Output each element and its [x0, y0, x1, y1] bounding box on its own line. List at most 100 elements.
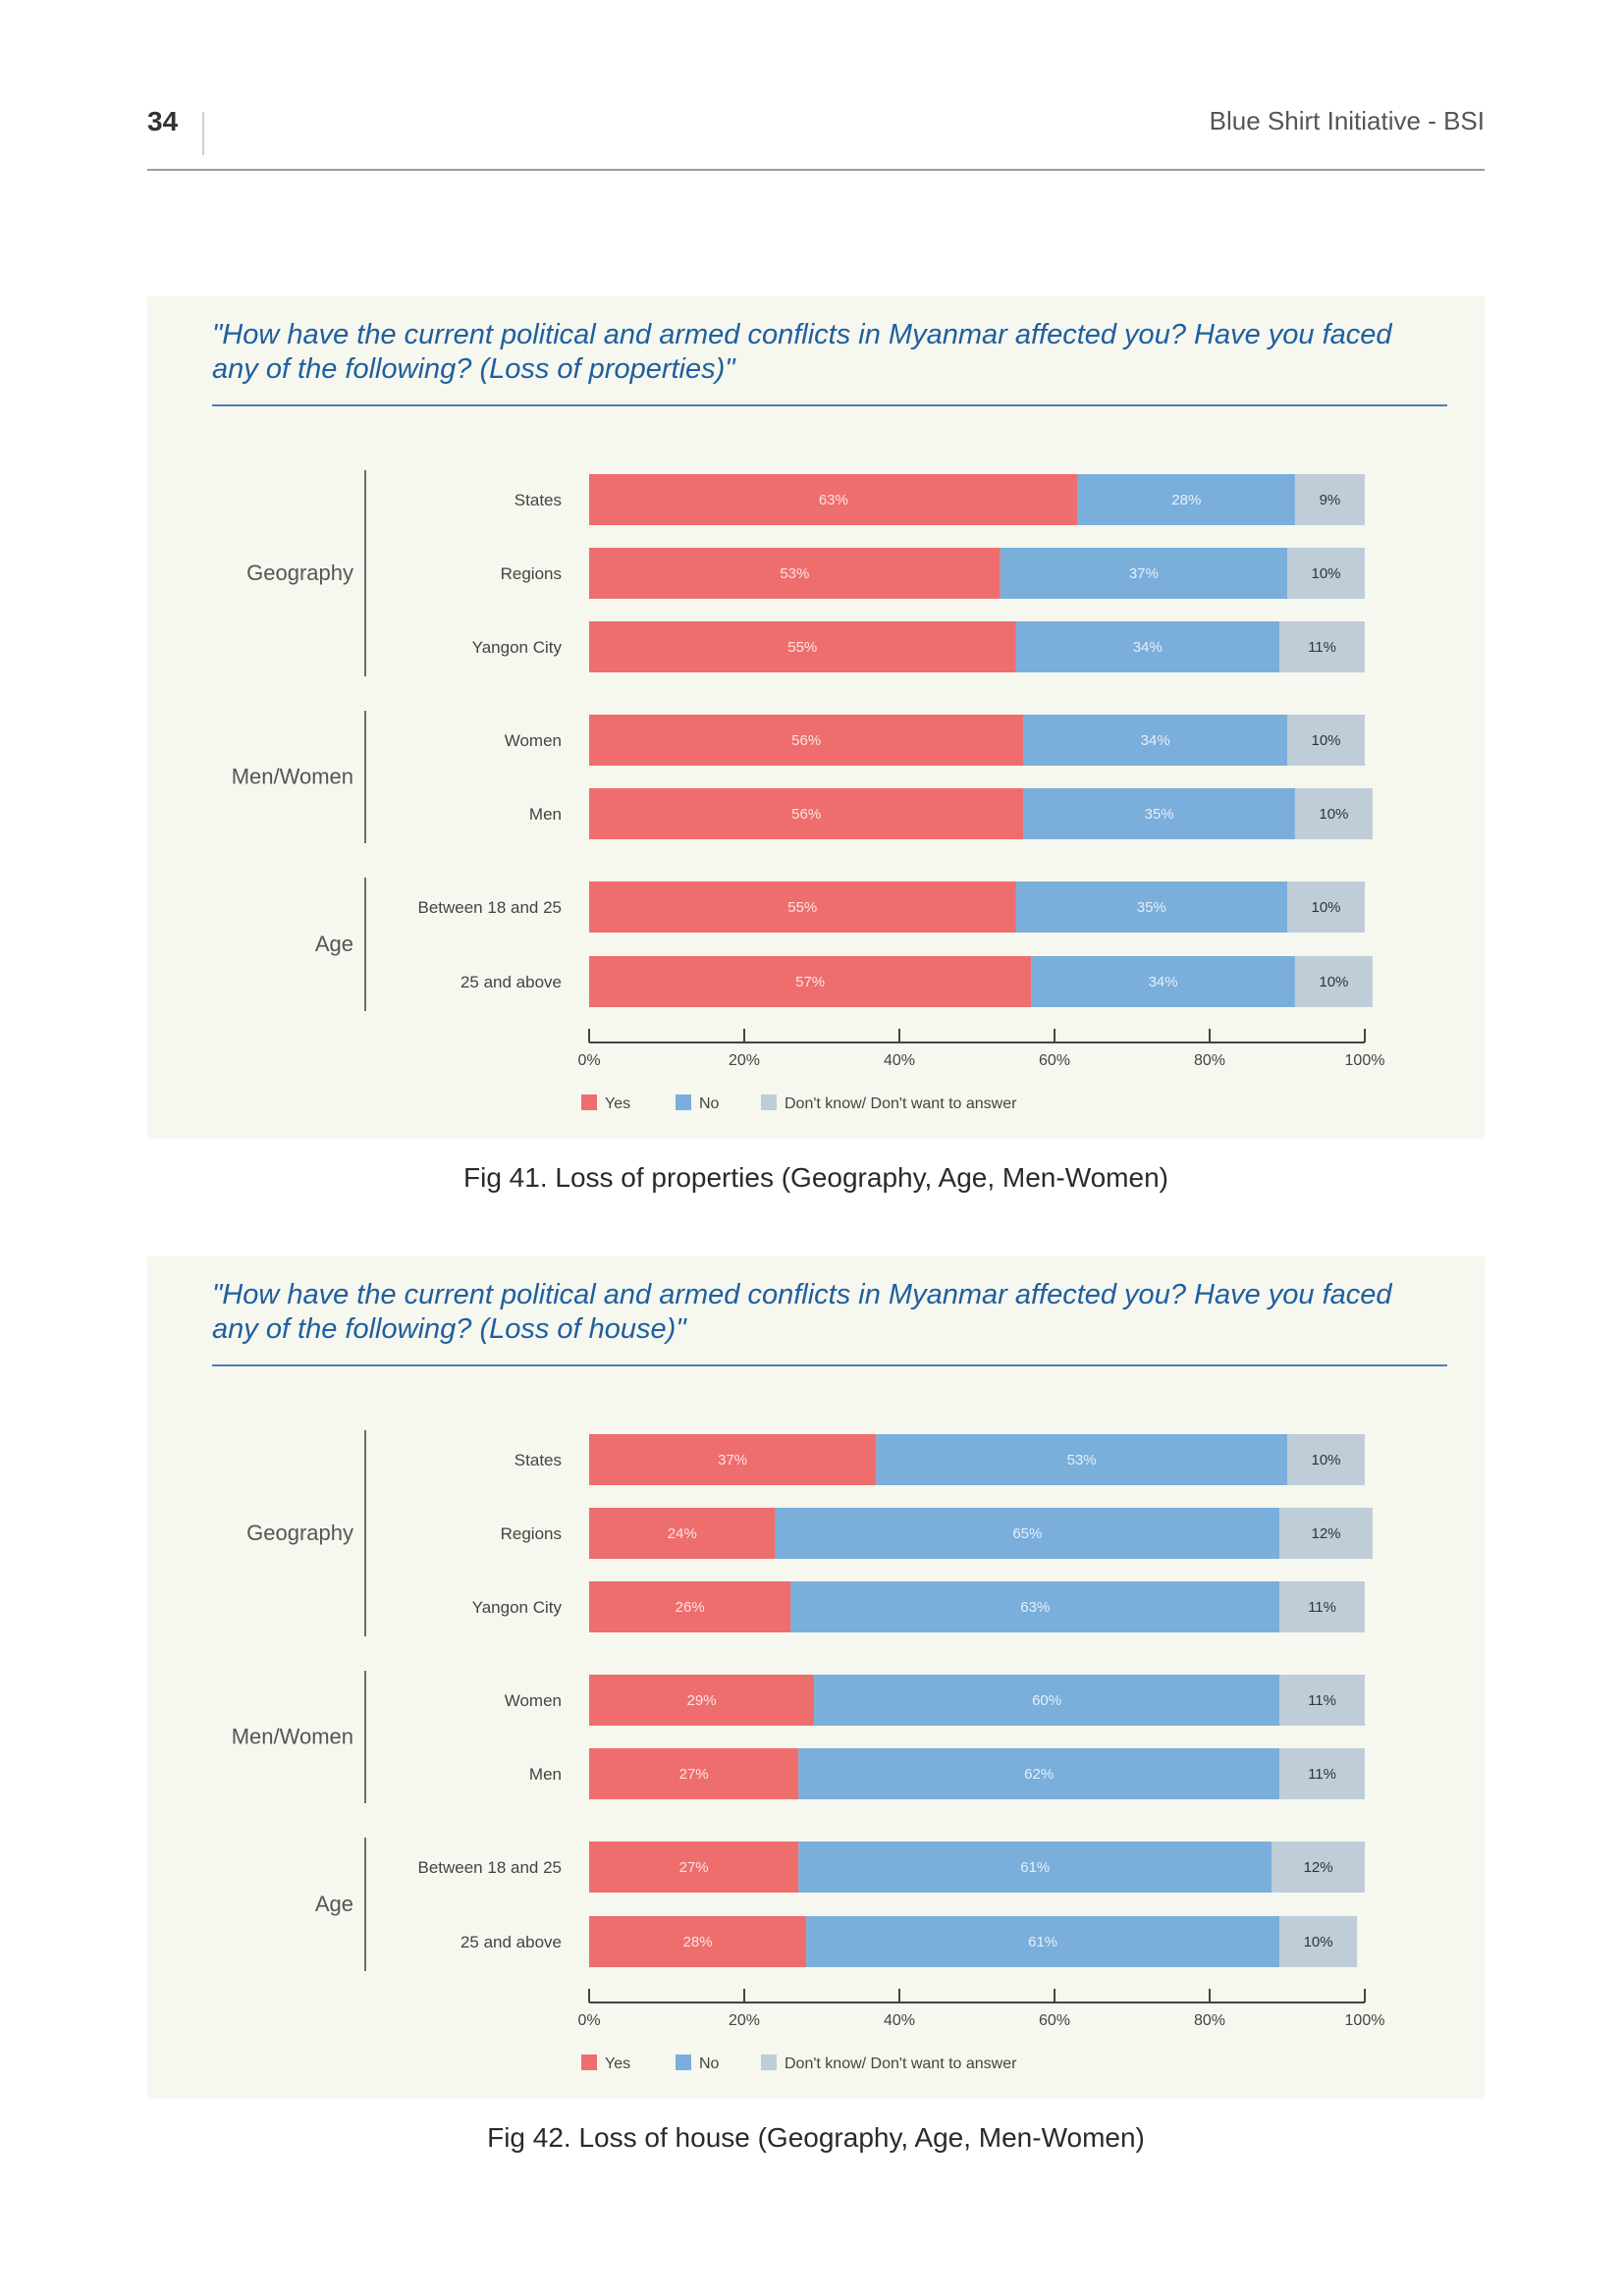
- data-label: 55%: [787, 639, 817, 656]
- category-label: Regions: [501, 1524, 562, 1543]
- x-tick-label: 40%: [884, 2012, 915, 2029]
- bar-segment: [1272, 1842, 1365, 1893]
- x-tick-label: 40%: [884, 1052, 915, 1069]
- bar-segment: [1023, 715, 1287, 766]
- data-label: 34%: [1149, 974, 1178, 990]
- data-label: 34%: [1141, 732, 1170, 749]
- data-label: 10%: [1311, 899, 1340, 916]
- bar-segment: [589, 788, 1024, 839]
- category-label: 25 and above: [460, 1933, 562, 1951]
- data-label: 28%: [1171, 492, 1201, 508]
- page-number-divider: [202, 112, 204, 155]
- legend-swatch: [676, 1095, 691, 1110]
- chart-question: "How have the current political and arme…: [212, 319, 1392, 385]
- bar-segment: [1279, 1916, 1358, 1967]
- figure-caption: Fig 42. Loss of house (Geography, Age, M…: [487, 2122, 1145, 2153]
- bar-segment: [589, 1434, 877, 1485]
- bar-segment: [790, 1581, 1280, 1632]
- bar-segment: [798, 1842, 1272, 1893]
- bar-segment: [1031, 956, 1295, 1007]
- header-rule: [147, 169, 1485, 171]
- legend-label: Don't know/ Don't want to answer: [785, 2056, 1017, 2072]
- question-rule: [212, 1364, 1447, 1366]
- data-label: 10%: [1304, 1934, 1333, 1950]
- bar-segment: [589, 621, 1016, 672]
- data-label: 29%: [687, 1692, 717, 1709]
- chart-panel-loss-of-properties: States 63% 28% 9% Regions 53% 37% 10% Yangon Cit…: [147, 296, 1485, 1139]
- data-label: 34%: [1133, 639, 1163, 656]
- bar-segment: [589, 1748, 799, 1799]
- data-label: 26%: [676, 1599, 705, 1616]
- category-label: Men: [529, 1765, 562, 1784]
- data-label: 63%: [1020, 1599, 1050, 1616]
- x-tick-label: 100%: [1345, 1052, 1385, 1069]
- bar-segment: [1077, 474, 1295, 525]
- bar-segment: [589, 1842, 799, 1893]
- x-tick-label: 0%: [577, 2012, 600, 2029]
- x-tick-label: 0%: [577, 1052, 600, 1069]
- chart-question: "How have the current political and arme…: [212, 1279, 1392, 1345]
- bar-segment: [1287, 548, 1365, 599]
- data-label: 63%: [819, 492, 848, 508]
- data-label: 60%: [1032, 1692, 1061, 1709]
- category-label: Men: [529, 805, 562, 824]
- category-label: Yangon City: [472, 638, 563, 657]
- group-label: Geography: [246, 561, 353, 585]
- data-label: 65%: [1012, 1525, 1042, 1542]
- category-label: States: [514, 1451, 562, 1469]
- category-label: Women: [505, 731, 562, 750]
- bar-segment: [1287, 715, 1365, 766]
- legend-label: Yes: [605, 1095, 630, 1112]
- data-label: 27%: [679, 1859, 709, 1876]
- bar-segment: [589, 715, 1024, 766]
- legend-label: No: [699, 1095, 720, 1112]
- group-label: Age: [315, 1892, 353, 1916]
- group-label: Men/Women: [232, 1725, 353, 1749]
- data-label: 53%: [780, 565, 809, 582]
- bar-segment: [876, 1434, 1287, 1485]
- bar-segment: [814, 1675, 1280, 1726]
- bar-segment: [589, 956, 1032, 1007]
- data-label: 24%: [668, 1525, 697, 1542]
- category-label: Yangon City: [472, 1598, 563, 1617]
- data-label: 10%: [1311, 565, 1340, 582]
- bar-segment: [1015, 881, 1287, 933]
- data-label: 11%: [1308, 639, 1336, 656]
- group-label: Geography: [246, 1521, 353, 1545]
- data-label: 12%: [1304, 1859, 1333, 1876]
- category-label: Regions: [501, 564, 562, 583]
- bar-segment: [775, 1508, 1280, 1559]
- data-label: 55%: [787, 899, 817, 916]
- data-label: 10%: [1319, 806, 1348, 823]
- bar-segment: [1015, 621, 1280, 672]
- data-label: 37%: [718, 1452, 747, 1468]
- x-tick-label: 80%: [1194, 2012, 1225, 2029]
- legend-swatch: [581, 1095, 597, 1110]
- legend-label: No: [699, 2056, 720, 2072]
- data-label: 35%: [1137, 899, 1166, 916]
- data-label: 53%: [1067, 1452, 1097, 1468]
- legend-label: Yes: [605, 2056, 630, 2072]
- bar-segment: [589, 1581, 791, 1632]
- data-label: 61%: [1020, 1859, 1050, 1876]
- bar-segment: [589, 1675, 815, 1726]
- x-tick-label: 60%: [1039, 2012, 1070, 2029]
- group-label: Age: [315, 932, 353, 956]
- data-label: 11%: [1308, 1692, 1336, 1709]
- legend-swatch: [676, 2055, 691, 2070]
- bar-segment: [589, 881, 1016, 933]
- bar-segment: [798, 1748, 1280, 1799]
- data-label: 57%: [795, 974, 825, 990]
- question-rule: [212, 404, 1447, 406]
- x-tick-label: 20%: [729, 2012, 760, 2029]
- figure-caption: Fig 41. Loss of properties (Geography, A…: [463, 1162, 1168, 1193]
- category-label: Between 18 and 25: [417, 898, 562, 917]
- legend-swatch: [581, 2055, 597, 2070]
- bar-segment: [589, 548, 1001, 599]
- data-label: 56%: [791, 806, 821, 823]
- legend-label: Don't know/ Don't want to answer: [785, 1095, 1017, 1112]
- bar-segment: [1294, 474, 1365, 525]
- bar-segment: [1023, 788, 1295, 839]
- data-label: 61%: [1028, 1934, 1057, 1950]
- data-label: 28%: [683, 1934, 713, 1950]
